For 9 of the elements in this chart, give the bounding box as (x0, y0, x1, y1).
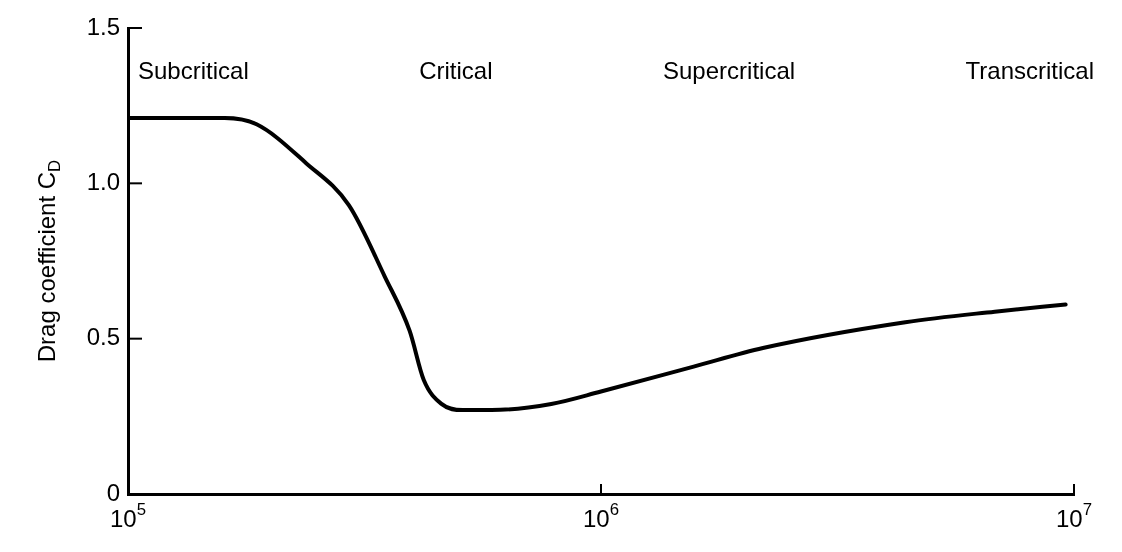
y-tick-label: 1.5 (86, 12, 121, 40)
y-tick-label: 0 (106, 478, 121, 506)
y-tick-label: 0.5 (86, 323, 121, 351)
annotation: Subcritical (138, 56, 249, 84)
annotation: Critical (419, 56, 493, 84)
y-tick-label: 1.0 (86, 167, 121, 195)
annotation: Transcritical (965, 56, 1095, 84)
y-axis-title: Drag coefficient CD (32, 159, 64, 363)
annotation: Supercritical (663, 56, 796, 84)
